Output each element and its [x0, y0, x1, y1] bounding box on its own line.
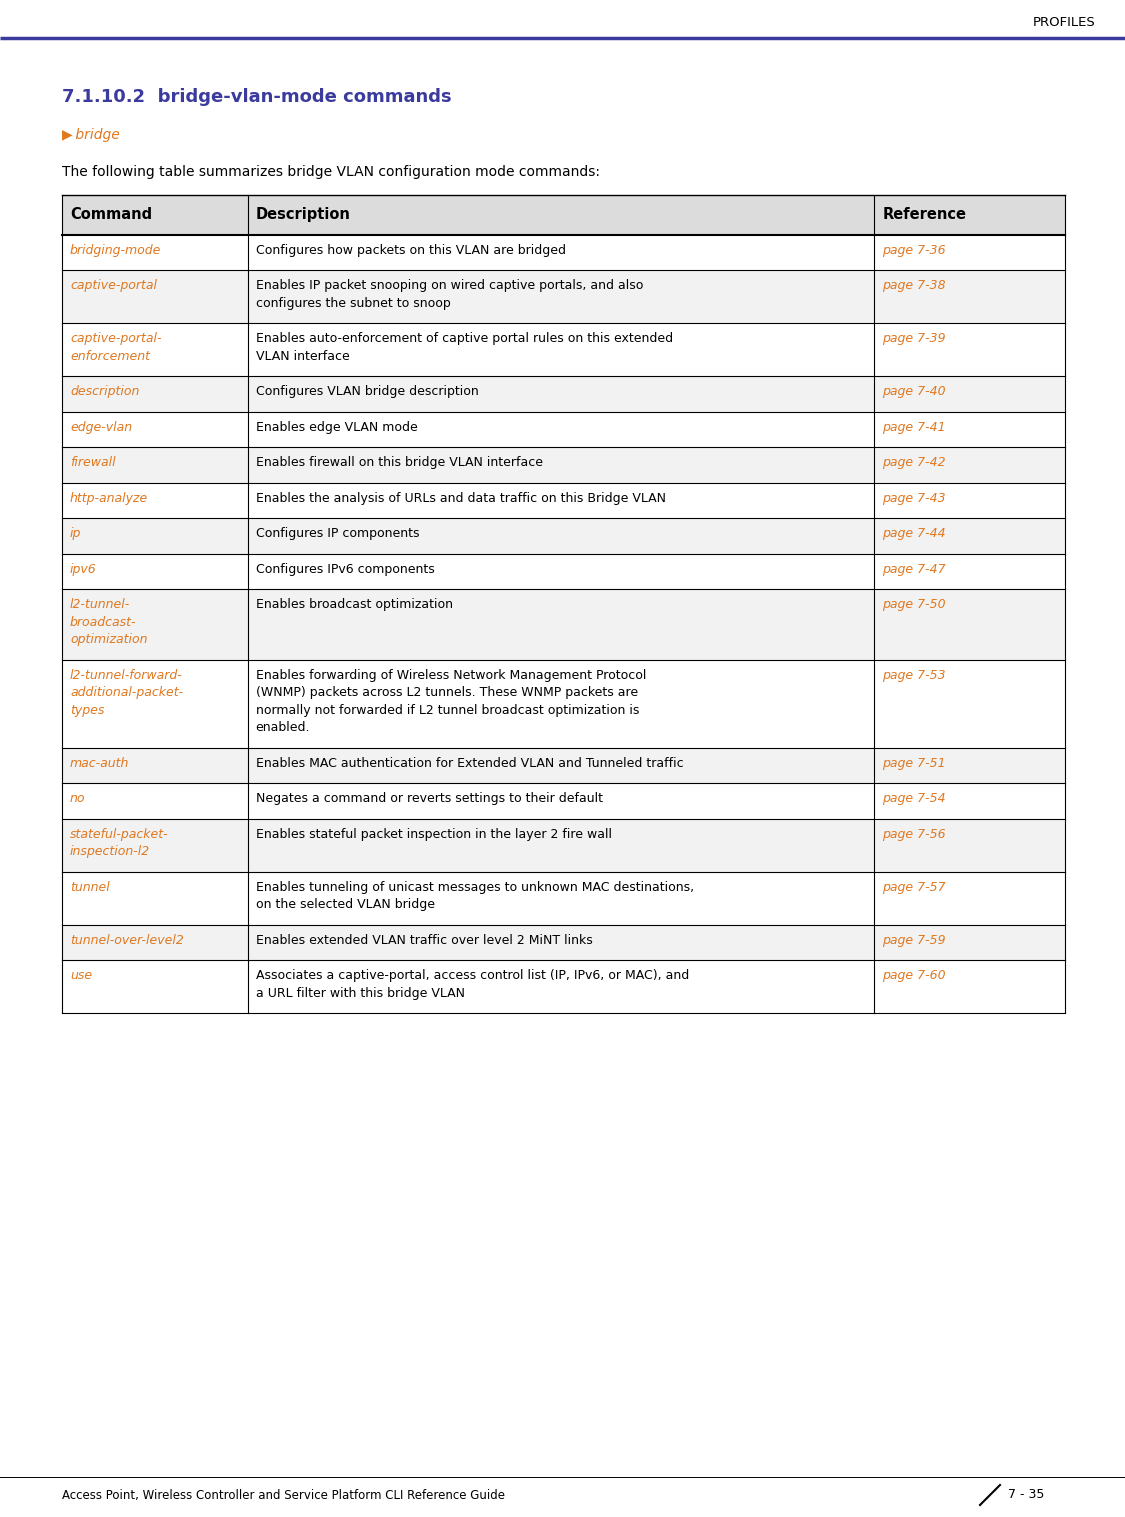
Bar — [62, 482, 1065, 517]
Text: Enables tunneling of unicast messages to unknown MAC destinations,: Enables tunneling of unicast messages to… — [255, 880, 694, 894]
Bar — [62, 960, 1065, 1013]
Text: Command: Command — [70, 208, 152, 223]
Bar — [62, 517, 1065, 554]
Text: http-analyze: http-analyze — [70, 492, 148, 505]
Text: page 7-50: page 7-50 — [882, 598, 946, 611]
Bar — [62, 411, 1065, 448]
Text: Enables edge VLAN mode: Enables edge VLAN mode — [255, 420, 417, 434]
Text: description: description — [70, 385, 140, 397]
Bar — [62, 748, 1065, 783]
Bar — [62, 819, 1065, 871]
Text: Enables extended VLAN traffic over level 2 MiNT links: Enables extended VLAN traffic over level… — [255, 933, 592, 947]
Bar — [62, 871, 1065, 924]
Text: page 7-53: page 7-53 — [882, 669, 946, 681]
Text: Enables stateful packet inspection in the layer 2 fire wall: Enables stateful packet inspection in th… — [255, 827, 612, 840]
Text: tunnel-over-level2: tunnel-over-level2 — [70, 933, 183, 947]
Bar — [62, 376, 1065, 411]
Text: page 7-38: page 7-38 — [882, 279, 946, 291]
Text: page 7-56: page 7-56 — [882, 827, 946, 840]
Text: normally not forwarded if L2 tunnel broadcast optimization is: normally not forwarded if L2 tunnel broa… — [255, 704, 639, 716]
Text: Enables forwarding of ⁠Wireless Network Management Protocol: Enables forwarding of ⁠Wireless Network … — [255, 669, 646, 681]
Text: page 7-43: page 7-43 — [882, 492, 946, 505]
Text: page 7-54: page 7-54 — [882, 792, 946, 806]
Bar — [62, 783, 1065, 819]
Bar — [62, 448, 1065, 482]
Text: l2-tunnel-forward-: l2-tunnel-forward- — [70, 669, 182, 681]
Text: 7 - 35: 7 - 35 — [1008, 1488, 1044, 1502]
Text: Enables MAC authentication for Extended VLAN and Tunneled traffic: Enables MAC authentication for Extended … — [255, 757, 683, 769]
Bar — [62, 924, 1065, 960]
Text: page 7-57: page 7-57 — [882, 880, 946, 894]
Text: enforcement: enforcement — [70, 349, 150, 363]
Text: page 7-40: page 7-40 — [882, 385, 946, 397]
Text: Enables broadcast optimization: Enables broadcast optimization — [255, 598, 452, 611]
Text: 7.1.10.2  bridge-vlan-mode commands: 7.1.10.2 bridge-vlan-mode commands — [62, 88, 451, 106]
Text: VLAN interface: VLAN interface — [255, 349, 349, 363]
Text: Negates a command or reverts settings to their default: Negates a command or reverts settings to… — [255, 792, 603, 806]
Text: a URL filter with this bridge VLAN: a URL filter with this bridge VLAN — [255, 986, 465, 1000]
Bar — [62, 235, 1065, 270]
Text: page 7-47: page 7-47 — [882, 563, 946, 575]
Text: Enables the analysis of URLs and data traffic on this Bridge VLAN: Enables the analysis of URLs and data tr… — [255, 492, 666, 505]
Bar — [62, 554, 1065, 589]
Text: Enables IP packet snooping on wired captive portals, and also: Enables IP packet snooping on wired capt… — [255, 279, 642, 291]
Text: bridging-mode: bridging-mode — [70, 244, 161, 256]
Text: optimization: optimization — [70, 633, 147, 646]
Text: captive-portal: captive-portal — [70, 279, 158, 291]
Text: captive-portal-: captive-portal- — [70, 332, 162, 344]
Text: Reference: Reference — [882, 208, 966, 223]
Text: tunnel: tunnel — [70, 880, 110, 894]
Text: page 7-39: page 7-39 — [882, 332, 946, 344]
Text: Enables firewall on this bridge VLAN interface: Enables firewall on this bridge VLAN int… — [255, 457, 542, 469]
Text: additional-packet-: additional-packet- — [70, 686, 183, 699]
Text: The following table summarizes bridge VLAN configuration mode commands:: The following table summarizes bridge VL… — [62, 165, 600, 179]
Text: Configures VLAN bridge description: Configures VLAN bridge description — [255, 385, 478, 397]
Text: enabled.: enabled. — [255, 721, 310, 734]
Text: Access Point, Wireless Controller and Service Platform CLI Reference Guide: Access Point, Wireless Controller and Se… — [62, 1488, 505, 1502]
Text: broadcast-: broadcast- — [70, 616, 136, 628]
Text: use: use — [70, 969, 92, 981]
Bar — [62, 589, 1065, 660]
Text: firewall: firewall — [70, 457, 116, 469]
Text: Associates a captive-portal, access control list (IP, IPv6, or MAC), and: Associates a captive-portal, access cont… — [255, 969, 688, 981]
Text: Enables auto-enforcement of captive portal rules on this extended: Enables auto-enforcement of captive port… — [255, 332, 673, 344]
Text: page 7-44: page 7-44 — [882, 526, 946, 540]
Bar — [62, 270, 1065, 323]
Text: l2-tunnel-: l2-tunnel- — [70, 598, 130, 611]
Text: page 7-60: page 7-60 — [882, 969, 946, 981]
Text: PROFILES: PROFILES — [1033, 15, 1095, 29]
Text: types: types — [70, 704, 105, 716]
Bar — [62, 196, 1065, 235]
Text: Description: Description — [255, 208, 350, 223]
Text: Configures how packets on this VLAN are bridged: Configures how packets on this VLAN are … — [255, 244, 566, 256]
Text: ipv6: ipv6 — [70, 563, 97, 575]
Text: mac-auth: mac-auth — [70, 757, 129, 769]
Text: Configures IP components: Configures IP components — [255, 526, 418, 540]
Text: ▶ bridge: ▶ bridge — [62, 127, 119, 143]
Text: inspection-l2: inspection-l2 — [70, 845, 151, 859]
Text: configures the subnet to snoop: configures the subnet to snoop — [255, 296, 450, 309]
Text: edge-vlan: edge-vlan — [70, 420, 132, 434]
Text: Configures IPv6 components: Configures IPv6 components — [255, 563, 434, 575]
Text: page 7-36: page 7-36 — [882, 244, 946, 256]
Bar — [62, 323, 1065, 376]
Text: no: no — [70, 792, 86, 806]
Text: ip: ip — [70, 526, 81, 540]
Text: on the selected VLAN bridge: on the selected VLAN bridge — [255, 898, 434, 912]
Text: stateful-packet-: stateful-packet- — [70, 827, 169, 840]
Text: page 7-42: page 7-42 — [882, 457, 946, 469]
Bar — [62, 660, 1065, 748]
Text: page 7-41: page 7-41 — [882, 420, 946, 434]
Text: page 7-59: page 7-59 — [882, 933, 946, 947]
Text: page 7-51: page 7-51 — [882, 757, 946, 769]
Text: (WNMP) packets across L2 tunnels. These WNMP packets are: (WNMP) packets across L2 tunnels. These … — [255, 686, 638, 699]
